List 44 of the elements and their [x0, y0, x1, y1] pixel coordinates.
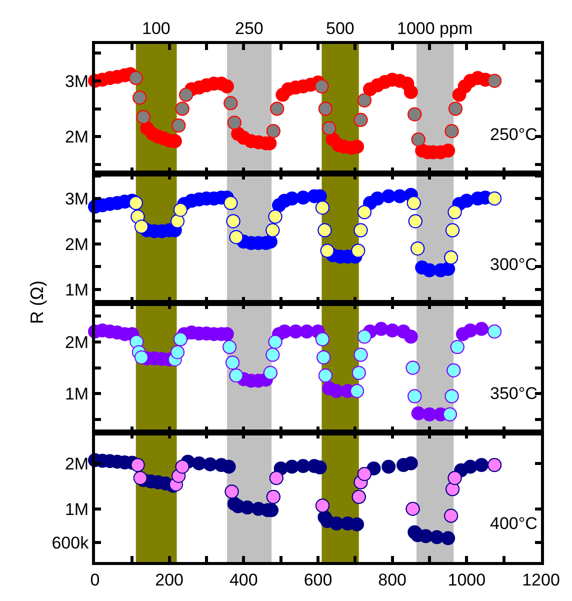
y-tick-label: 2M — [64, 128, 89, 147]
y-tick-label: 2M — [64, 234, 89, 254]
band-label: 500 — [326, 19, 354, 38]
point — [296, 459, 310, 474]
y-tick-label: 2M — [64, 454, 89, 474]
y-tick-label: 1M — [64, 500, 89, 519]
x-tick-label: 1000 — [448, 570, 486, 590]
point — [192, 456, 206, 470]
point — [441, 531, 456, 546]
point — [382, 460, 396, 474]
x-tick-label: 800 — [378, 570, 407, 590]
point — [463, 460, 478, 474]
point — [330, 516, 344, 530]
annotation: 300°C — [490, 255, 538, 274]
band-label: 250 — [235, 19, 264, 38]
y-tick-label: 600k — [52, 533, 90, 552]
annotation: 250°C — [490, 125, 538, 144]
annotation: 400°C — [490, 514, 538, 533]
point — [240, 500, 254, 515]
x-tick-label: 1200 — [522, 570, 560, 590]
point — [134, 350, 148, 364]
annotation: 350°C — [490, 384, 538, 403]
point — [133, 471, 148, 485]
x-tick-label: 400 — [229, 570, 258, 590]
y-tick-label: 3M — [64, 189, 89, 208]
point — [474, 458, 489, 472]
point — [430, 530, 444, 544]
point — [173, 202, 188, 217]
point — [418, 529, 433, 544]
y-tick-label: 3M — [64, 72, 89, 91]
point — [134, 220, 148, 234]
y-axis-title: R (Ω) — [27, 280, 47, 324]
x-tick-label: 600 — [304, 570, 332, 590]
x-tick-label: 200 — [155, 570, 184, 590]
point — [350, 517, 364, 532]
y-tick-label: 1M — [64, 280, 89, 300]
band-label: 100 — [142, 19, 170, 38]
x-tick-label: 0 — [90, 570, 100, 590]
y-tick-label: 2M — [64, 332, 89, 352]
point — [222, 460, 236, 474]
y-tick-label: 1M — [64, 384, 89, 404]
point — [404, 456, 418, 470]
point — [170, 214, 185, 228]
band-label: 1000 ppm — [397, 19, 473, 38]
